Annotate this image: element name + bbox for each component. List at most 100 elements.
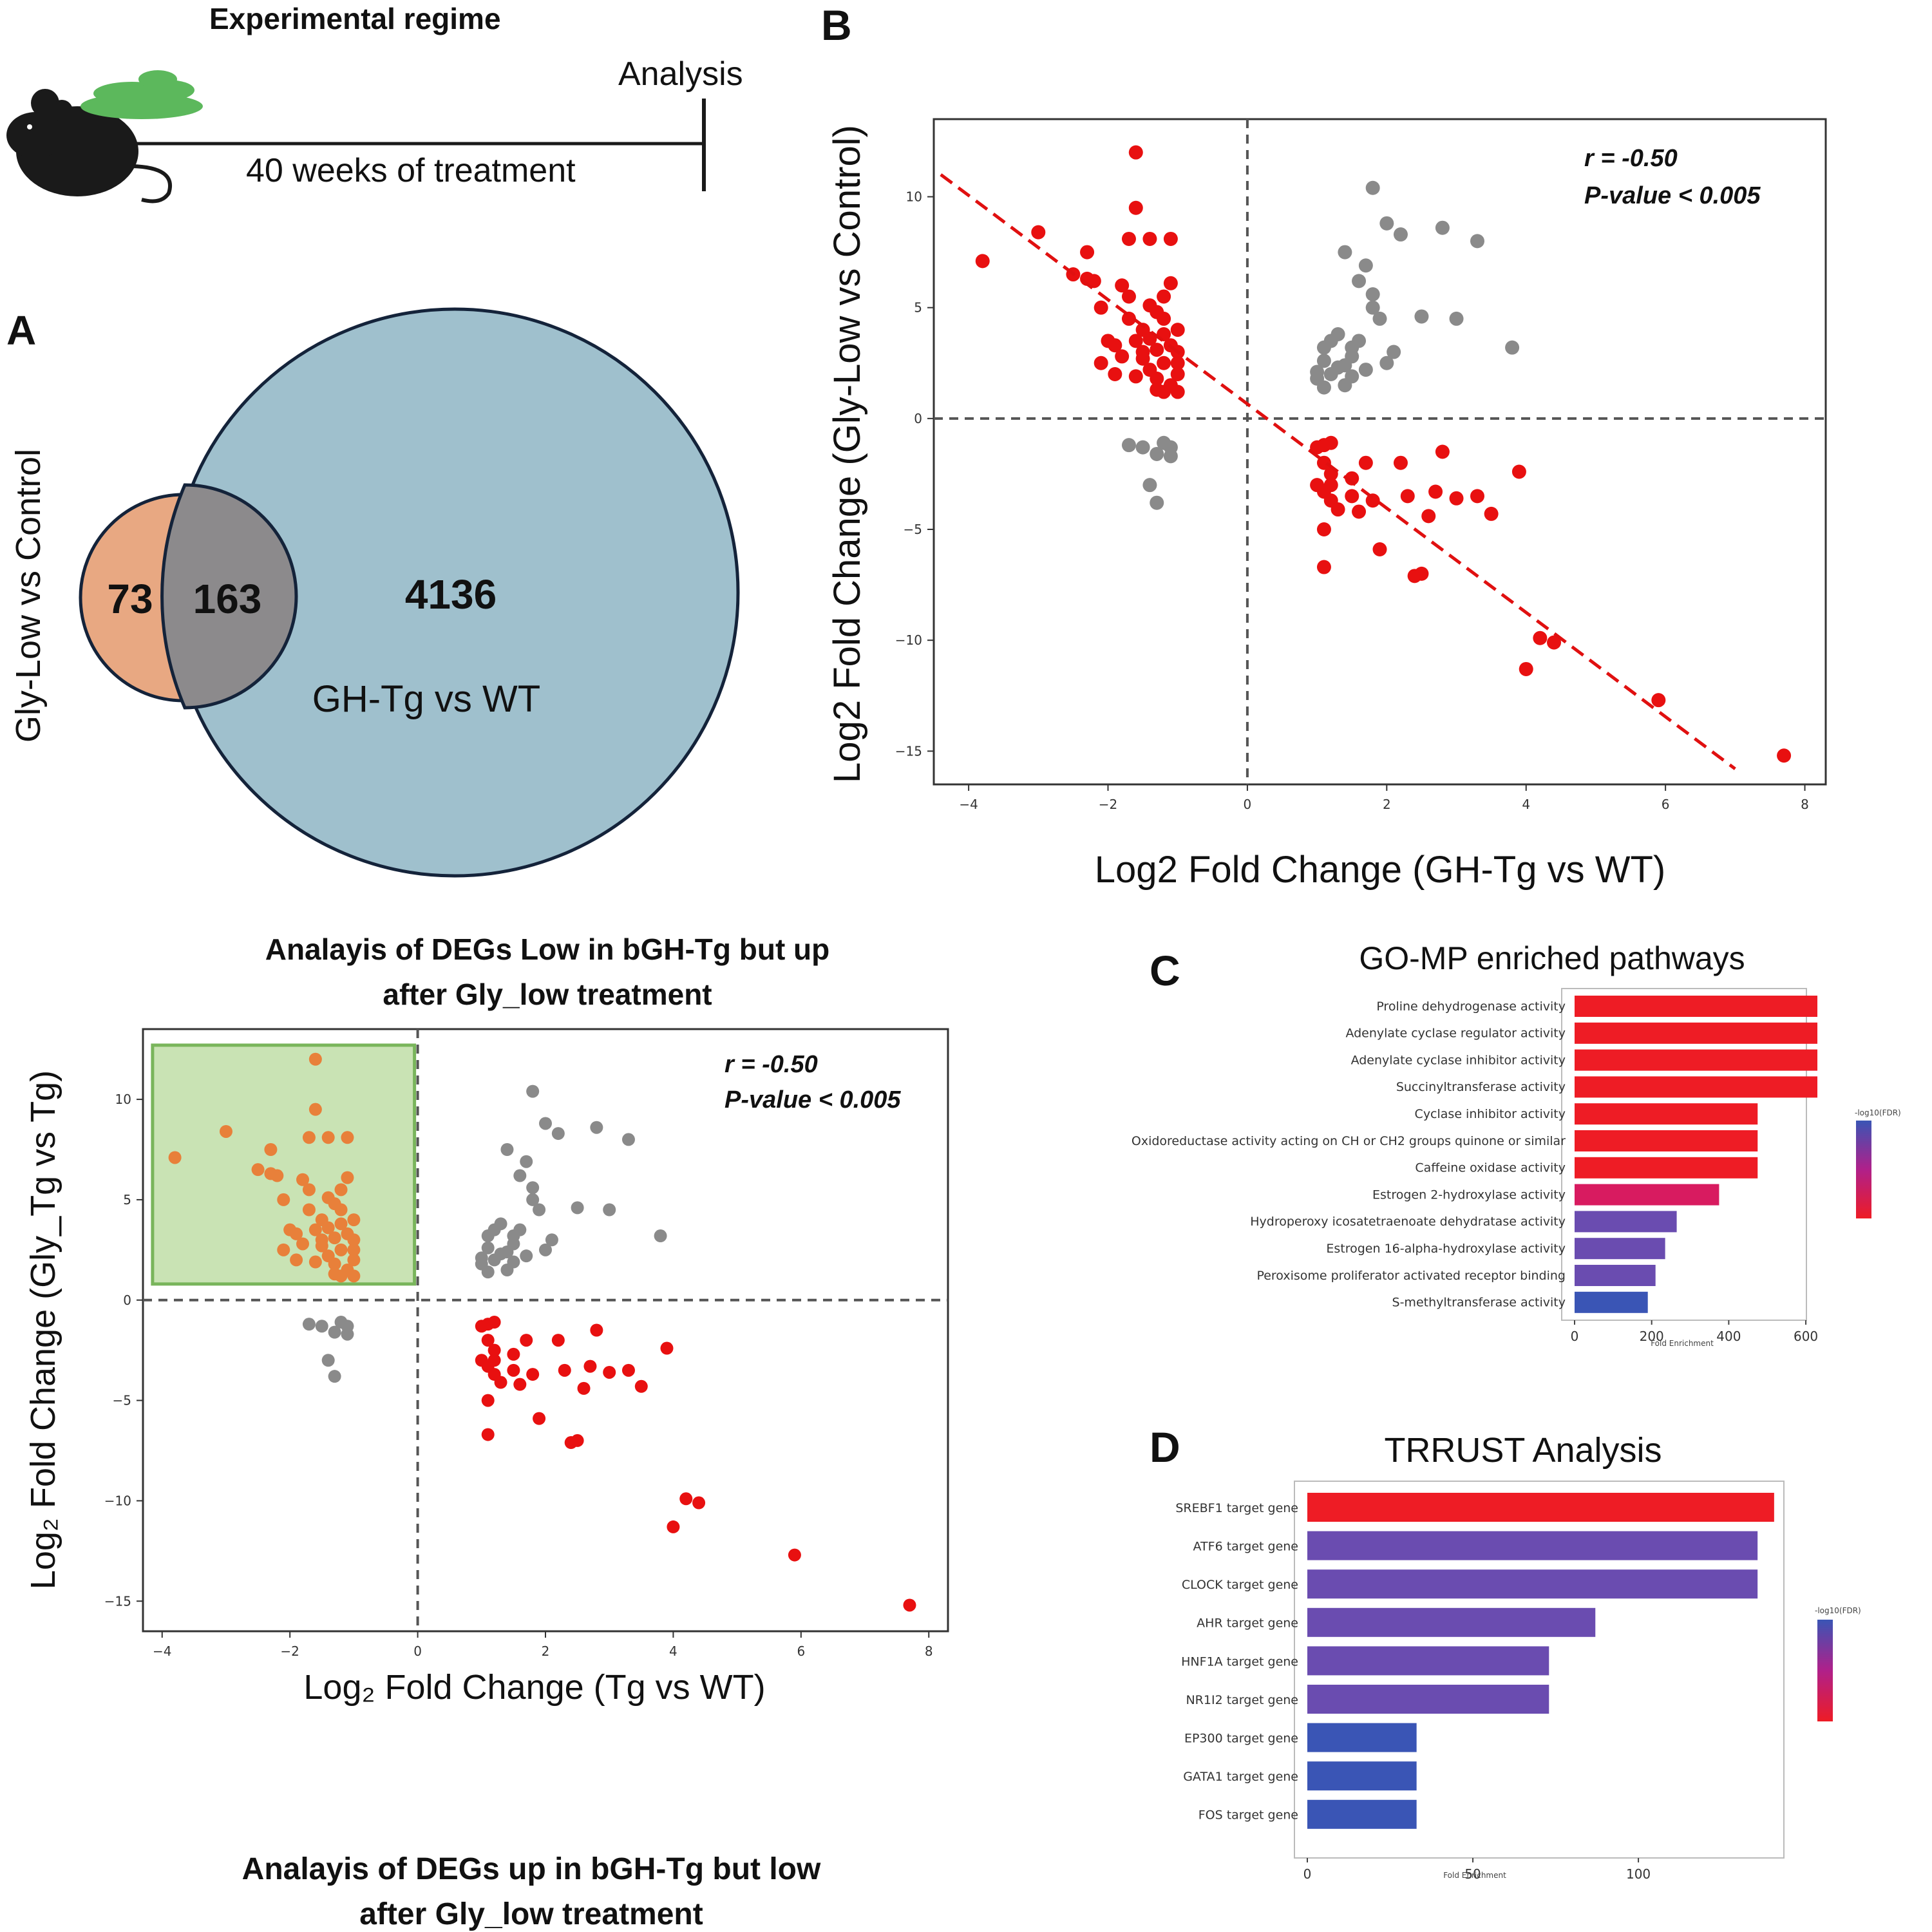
point-discordant (1108, 338, 1122, 353)
point-discordant (481, 1394, 495, 1407)
x-tick-label: 6 (797, 1643, 805, 1659)
point-discordant (1115, 349, 1130, 364)
point-discordant (1094, 355, 1108, 370)
x-tick-label: 600 (1794, 1329, 1818, 1344)
point-highlighted (328, 1231, 341, 1245)
point-concordant (571, 1201, 584, 1215)
x-tick-label: 4 (669, 1643, 677, 1659)
point-concordant (1505, 340, 1520, 355)
panel-letter-a: A (6, 307, 36, 354)
point-discordant (1080, 245, 1095, 260)
point-highlighted (315, 1239, 328, 1253)
point-discordant (667, 1520, 680, 1533)
point-discordant (475, 1354, 488, 1367)
analysis-label: Analysis (618, 55, 743, 93)
point-highlighted (302, 1131, 316, 1144)
point-discordant (1316, 522, 1331, 537)
point-concordant (500, 1143, 514, 1156)
point-concordant (520, 1249, 533, 1263)
venn-overlap (160, 483, 298, 710)
point-discordant (1533, 630, 1548, 645)
bar-label: EP300 target gene (1184, 1731, 1298, 1745)
point-discordant (1128, 369, 1143, 384)
point-discordant (1435, 444, 1450, 459)
regime-title: Experimental regime (209, 2, 501, 35)
point-concordant (328, 1325, 341, 1339)
x-tick-label: −2 (280, 1643, 299, 1659)
bar-label: S-methyltransferase activity (1392, 1296, 1566, 1310)
go-title: GO-MP enriched pathways (1359, 940, 1745, 976)
point-discordant (1135, 351, 1150, 366)
point-discordant (1352, 504, 1367, 519)
point-discordant (1163, 276, 1178, 290)
y-tick-label: 0 (123, 1293, 131, 1308)
point-discordant (1414, 566, 1429, 581)
trrust-colorbar (1817, 1620, 1833, 1721)
venn-panel: A Gly-Low vs Control 73 163 4136 GH-Tg v… (6, 307, 740, 878)
bottom-title-1: Analayis of DEGs up in bGH-Tg but low (242, 1852, 821, 1886)
point-discordant (1547, 635, 1562, 650)
point-discordant (621, 1363, 635, 1377)
point-concordant (603, 1203, 616, 1217)
point-highlighted (308, 1103, 322, 1116)
bar (1575, 1130, 1758, 1151)
point-discordant (1170, 384, 1185, 399)
bar-label: Peroxisome proliferator activated recept… (1256, 1269, 1566, 1283)
point-concordant (1435, 220, 1450, 235)
point-highlighted (347, 1253, 361, 1267)
bar-label: CLOCK target gene (1182, 1578, 1298, 1592)
point-concordant (1157, 435, 1171, 450)
point-concordant (1121, 438, 1136, 453)
point-discordant (1157, 355, 1171, 370)
point-concordant (1414, 309, 1429, 324)
point-discordant (1484, 506, 1499, 521)
bar (1307, 1646, 1549, 1676)
point-concordant (513, 1169, 527, 1182)
bar (1307, 1607, 1596, 1637)
point-discordant (660, 1341, 674, 1355)
point-discordant (1393, 455, 1408, 470)
point-discordant (1519, 661, 1533, 676)
point-discordant (1150, 383, 1164, 397)
point-concordant (1393, 227, 1408, 242)
bar-label: GATA1 target gene (1183, 1770, 1298, 1784)
point-concordant (302, 1318, 316, 1331)
point-discordant (1777, 748, 1792, 763)
point-highlighted (341, 1131, 354, 1144)
point-concordant (1365, 300, 1380, 315)
point-highlighted (347, 1213, 361, 1227)
point-highlighted (334, 1217, 348, 1231)
bar (1575, 1184, 1719, 1206)
go-colorbar (1856, 1121, 1871, 1218)
point-concordant (545, 1233, 558, 1247)
point-discordant (577, 1381, 591, 1395)
y-tick-label: 10 (115, 1092, 131, 1107)
x-tick-label: 50 (1464, 1866, 1481, 1882)
point-discordant (481, 1428, 495, 1441)
point-concordant (1379, 355, 1394, 370)
scatter-b-xlabel: Log2 Fold Change (GH-Tg vs WT) (1095, 849, 1665, 891)
point-highlighted (347, 1269, 361, 1283)
point-discordant (1108, 366, 1122, 381)
point-discordant (603, 1365, 616, 1379)
trrust-xlabel: Fold Enrichment (1443, 1871, 1506, 1880)
point-concordant (551, 1127, 565, 1141)
bar (1575, 996, 1818, 1017)
x-tick-label: 2 (1383, 797, 1391, 812)
point-highlighted (347, 1243, 361, 1256)
point-concordant (1338, 378, 1352, 393)
y-tick-label: −10 (895, 632, 922, 648)
bar (1575, 1265, 1656, 1286)
point-discordant (788, 1548, 801, 1562)
point-concordant (481, 1265, 495, 1279)
point-highlighted (308, 1223, 322, 1236)
point-concordant (481, 1241, 495, 1255)
bar (1307, 1493, 1774, 1522)
point-discordant (1150, 343, 1164, 357)
point-discordant (1449, 491, 1464, 506)
point-discordant (1170, 355, 1185, 370)
venn-overlap-count: 163 (193, 576, 262, 622)
bar (1307, 1531, 1758, 1560)
point-concordant (1365, 180, 1380, 195)
point-highlighted (328, 1267, 341, 1281)
